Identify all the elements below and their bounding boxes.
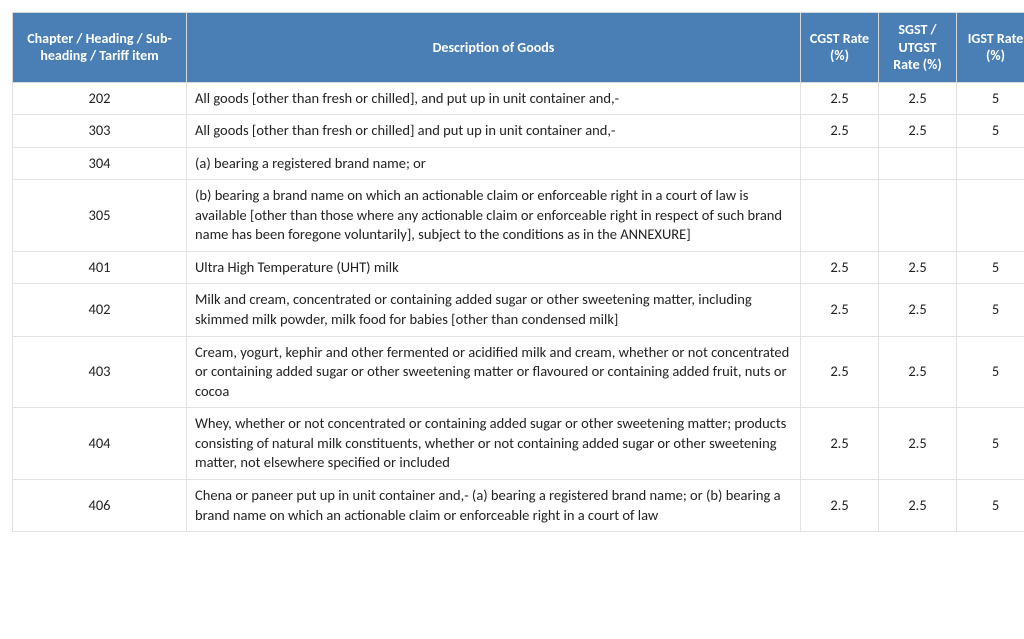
table-body: 202 All goods [other than fresh or chill… (13, 82, 1024, 532)
cell-cgst: 2.5 (801, 251, 879, 284)
cell-sgst: 2.5 (879, 251, 957, 284)
table-row: 303 All goods [other than fresh or chill… (13, 115, 1024, 148)
cell-cgst: 2.5 (801, 284, 879, 336)
cell-igst: 5 (957, 284, 1024, 336)
table-row: 202 All goods [other than fresh or chill… (13, 82, 1024, 115)
cell-desc: Ultra High Temperature (UHT) milk (187, 251, 801, 284)
cell-sgst: 2.5 (879, 115, 957, 148)
cell-sgst (879, 147, 957, 180)
table-row: 406 Chena or paneer put up in unit conta… (13, 479, 1024, 531)
cell-sgst: 2.5 (879, 284, 957, 336)
cell-cgst (801, 180, 879, 252)
cell-desc: (a) bearing a registered brand name; or (187, 147, 801, 180)
cell-cgst (801, 147, 879, 180)
cell-code: 406 (13, 479, 187, 531)
cell-igst: 5 (957, 115, 1024, 148)
table-row: 404 Whey, whether or not concentrated or… (13, 408, 1024, 480)
cell-cgst: 2.5 (801, 336, 879, 408)
cell-code: 305 (13, 180, 187, 252)
cell-code: 303 (13, 115, 187, 148)
cell-igst (957, 147, 1024, 180)
cell-igst: 5 (957, 82, 1024, 115)
col-header-cgst: CGST Rate (%) (801, 13, 879, 83)
cell-desc: Milk and cream, concentrated or containi… (187, 284, 801, 336)
cell-desc: Whey, whether or not concentrated or con… (187, 408, 801, 480)
table-row: 305 (b) bearing a brand name on which an… (13, 180, 1024, 252)
table-row: 304 (a) bearing a registered brand name;… (13, 147, 1024, 180)
cell-code: 304 (13, 147, 187, 180)
cell-sgst: 2.5 (879, 336, 957, 408)
cell-sgst: 2.5 (879, 479, 957, 531)
table-row: 403 Cream, yogurt, kephir and other ferm… (13, 336, 1024, 408)
table-row: 402 Milk and cream, concentrated or cont… (13, 284, 1024, 336)
cell-sgst: 2.5 (879, 408, 957, 480)
cell-igst (957, 180, 1024, 252)
cell-code: 403 (13, 336, 187, 408)
cell-desc: (b) bearing a brand name on which an act… (187, 180, 801, 252)
cell-code: 401 (13, 251, 187, 284)
cell-desc: All goods [other than fresh or chilled],… (187, 82, 801, 115)
cell-desc: Chena or paneer put up in unit container… (187, 479, 801, 531)
cell-igst: 5 (957, 479, 1024, 531)
cell-code: 202 (13, 82, 187, 115)
cell-cgst: 2.5 (801, 408, 879, 480)
cell-igst: 5 (957, 336, 1024, 408)
cell-code: 404 (13, 408, 187, 480)
cell-cgst: 2.5 (801, 82, 879, 115)
cell-desc: All goods [other than fresh or chilled] … (187, 115, 801, 148)
cell-cgst: 2.5 (801, 115, 879, 148)
cell-code: 402 (13, 284, 187, 336)
gst-rates-table: Chapter / Heading / Sub-heading / Tariff… (12, 12, 1024, 532)
col-header-igst: IGST Rate (%) (957, 13, 1024, 83)
table-row: 401 Ultra High Temperature (UHT) milk 2.… (13, 251, 1024, 284)
col-header-sgst: SGST / UTGST Rate (%) (879, 13, 957, 83)
cell-cgst: 2.5 (801, 479, 879, 531)
cell-sgst (879, 180, 957, 252)
cell-desc: Cream, yogurt, kephir and other fermente… (187, 336, 801, 408)
cell-sgst: 2.5 (879, 82, 957, 115)
cell-igst: 5 (957, 251, 1024, 284)
col-header-desc: Description of Goods (187, 13, 801, 83)
cell-igst: 5 (957, 408, 1024, 480)
table-header-row: Chapter / Heading / Sub-heading / Tariff… (13, 13, 1024, 83)
col-header-code: Chapter / Heading / Sub-heading / Tariff… (13, 13, 187, 83)
